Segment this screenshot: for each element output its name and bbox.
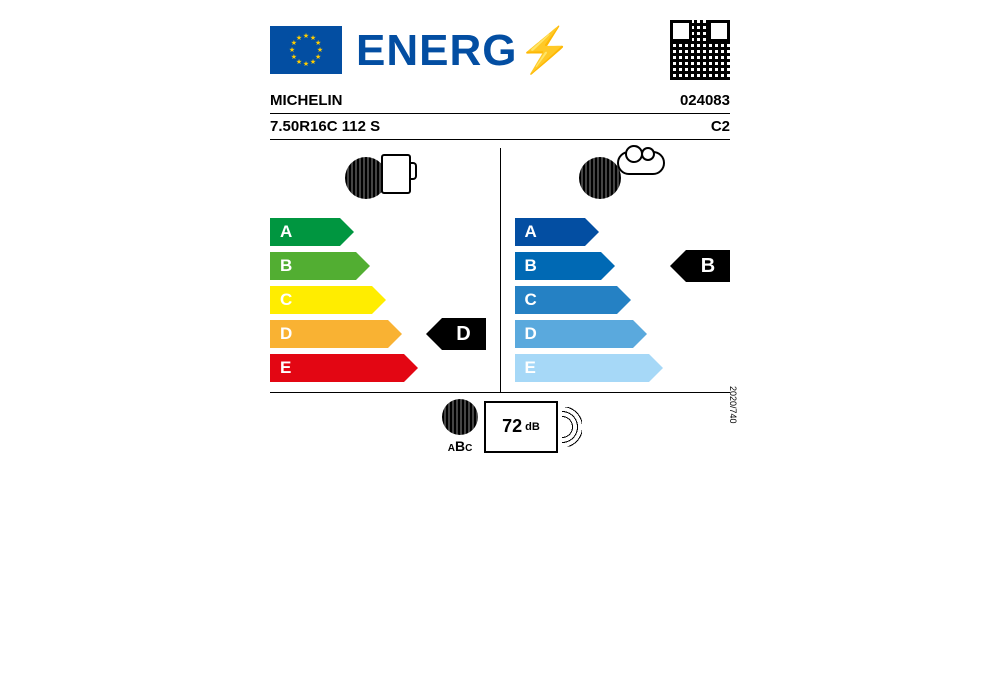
energy-label: ★★★★★★★★★★★★ ENERG⚡ MICHELIN 024083 7.50…: [270, 20, 730, 454]
wet-icon-row: [515, 148, 731, 208]
brand-name: MICHELIN: [270, 92, 343, 109]
fuel-band-c: C: [270, 286, 372, 314]
wet-row-c: C: [515, 286, 731, 314]
product-code: 024083: [680, 92, 730, 109]
spec-row: 7.50R16C 112 S C2: [270, 114, 730, 140]
noise-db-unit: dB: [525, 421, 540, 433]
fuel-row-a: A: [270, 218, 486, 246]
wet-band-e: E: [515, 354, 649, 382]
energy-title: ENERG⚡: [356, 24, 656, 76]
noise-db-value: 72: [502, 416, 522, 437]
regulation-number: 2020/740: [728, 386, 738, 424]
wet-row-a: A: [515, 218, 731, 246]
noise-class-a: A: [448, 443, 455, 454]
fuel-pump-icon: [381, 154, 411, 194]
charts-area: ABCDDE ABBCDE: [270, 140, 730, 392]
fuel-band-label: A: [280, 222, 292, 242]
fuel-efficiency-chart: ABCDDE: [270, 148, 501, 392]
fuel-band-label: C: [280, 290, 292, 310]
wet-row-b: BB: [515, 252, 731, 280]
noise-class-scale: ABC: [442, 438, 478, 454]
fuel-selected-indicator: D: [442, 318, 486, 350]
tire-class: C2: [711, 118, 730, 135]
fuel-row-d: DD: [270, 320, 486, 348]
noise-value-box: 72 dB: [484, 401, 558, 453]
tire-spec: 7.50R16C 112 S: [270, 118, 380, 135]
fuel-row-e: E: [270, 354, 486, 382]
wet-band-label: B: [525, 256, 537, 276]
rain-cloud-icon: [617, 151, 665, 175]
fuel-band-label: E: [280, 358, 291, 378]
noise-class-c: C: [465, 443, 472, 454]
noise-class-b: B: [455, 438, 465, 454]
wet-selected-indicator: B: [686, 250, 730, 282]
fuel-band-d: D: [270, 320, 388, 348]
qr-code-icon: [670, 20, 730, 80]
fuel-row-b: B: [270, 252, 486, 280]
wet-band-label: A: [525, 222, 537, 242]
fuel-band-label: B: [280, 256, 292, 276]
fuel-row-c: C: [270, 286, 486, 314]
wet-grip-chart: ABBCDE: [501, 148, 731, 392]
wet-band-b: B: [515, 252, 601, 280]
wet-row-e: E: [515, 354, 731, 382]
wet-band-c: C: [515, 286, 617, 314]
tire-icon: [579, 157, 621, 199]
tire-icon: [442, 399, 478, 435]
fuel-band-b: B: [270, 252, 356, 280]
bolt-icon: ⚡: [517, 24, 573, 76]
brand-row: MICHELIN 024083: [270, 88, 730, 114]
wet-band-d: D: [515, 320, 633, 348]
fuel-band-e: E: [270, 354, 404, 382]
fuel-icon-row: [270, 148, 486, 208]
wet-band-label: C: [525, 290, 537, 310]
header: ★★★★★★★★★★★★ ENERG⚡: [270, 20, 730, 88]
energy-word: ENERG: [356, 26, 517, 75]
wet-row-d: D: [515, 320, 731, 348]
eu-flag-icon: ★★★★★★★★★★★★: [270, 26, 342, 74]
wet-band-label: E: [525, 358, 536, 378]
fuel-band-a: A: [270, 218, 340, 246]
fuel-band-label: D: [280, 324, 292, 344]
noise-section: ABC 72 dB: [270, 392, 730, 454]
wet-band-a: A: [515, 218, 585, 246]
wet-band-label: D: [525, 324, 537, 344]
